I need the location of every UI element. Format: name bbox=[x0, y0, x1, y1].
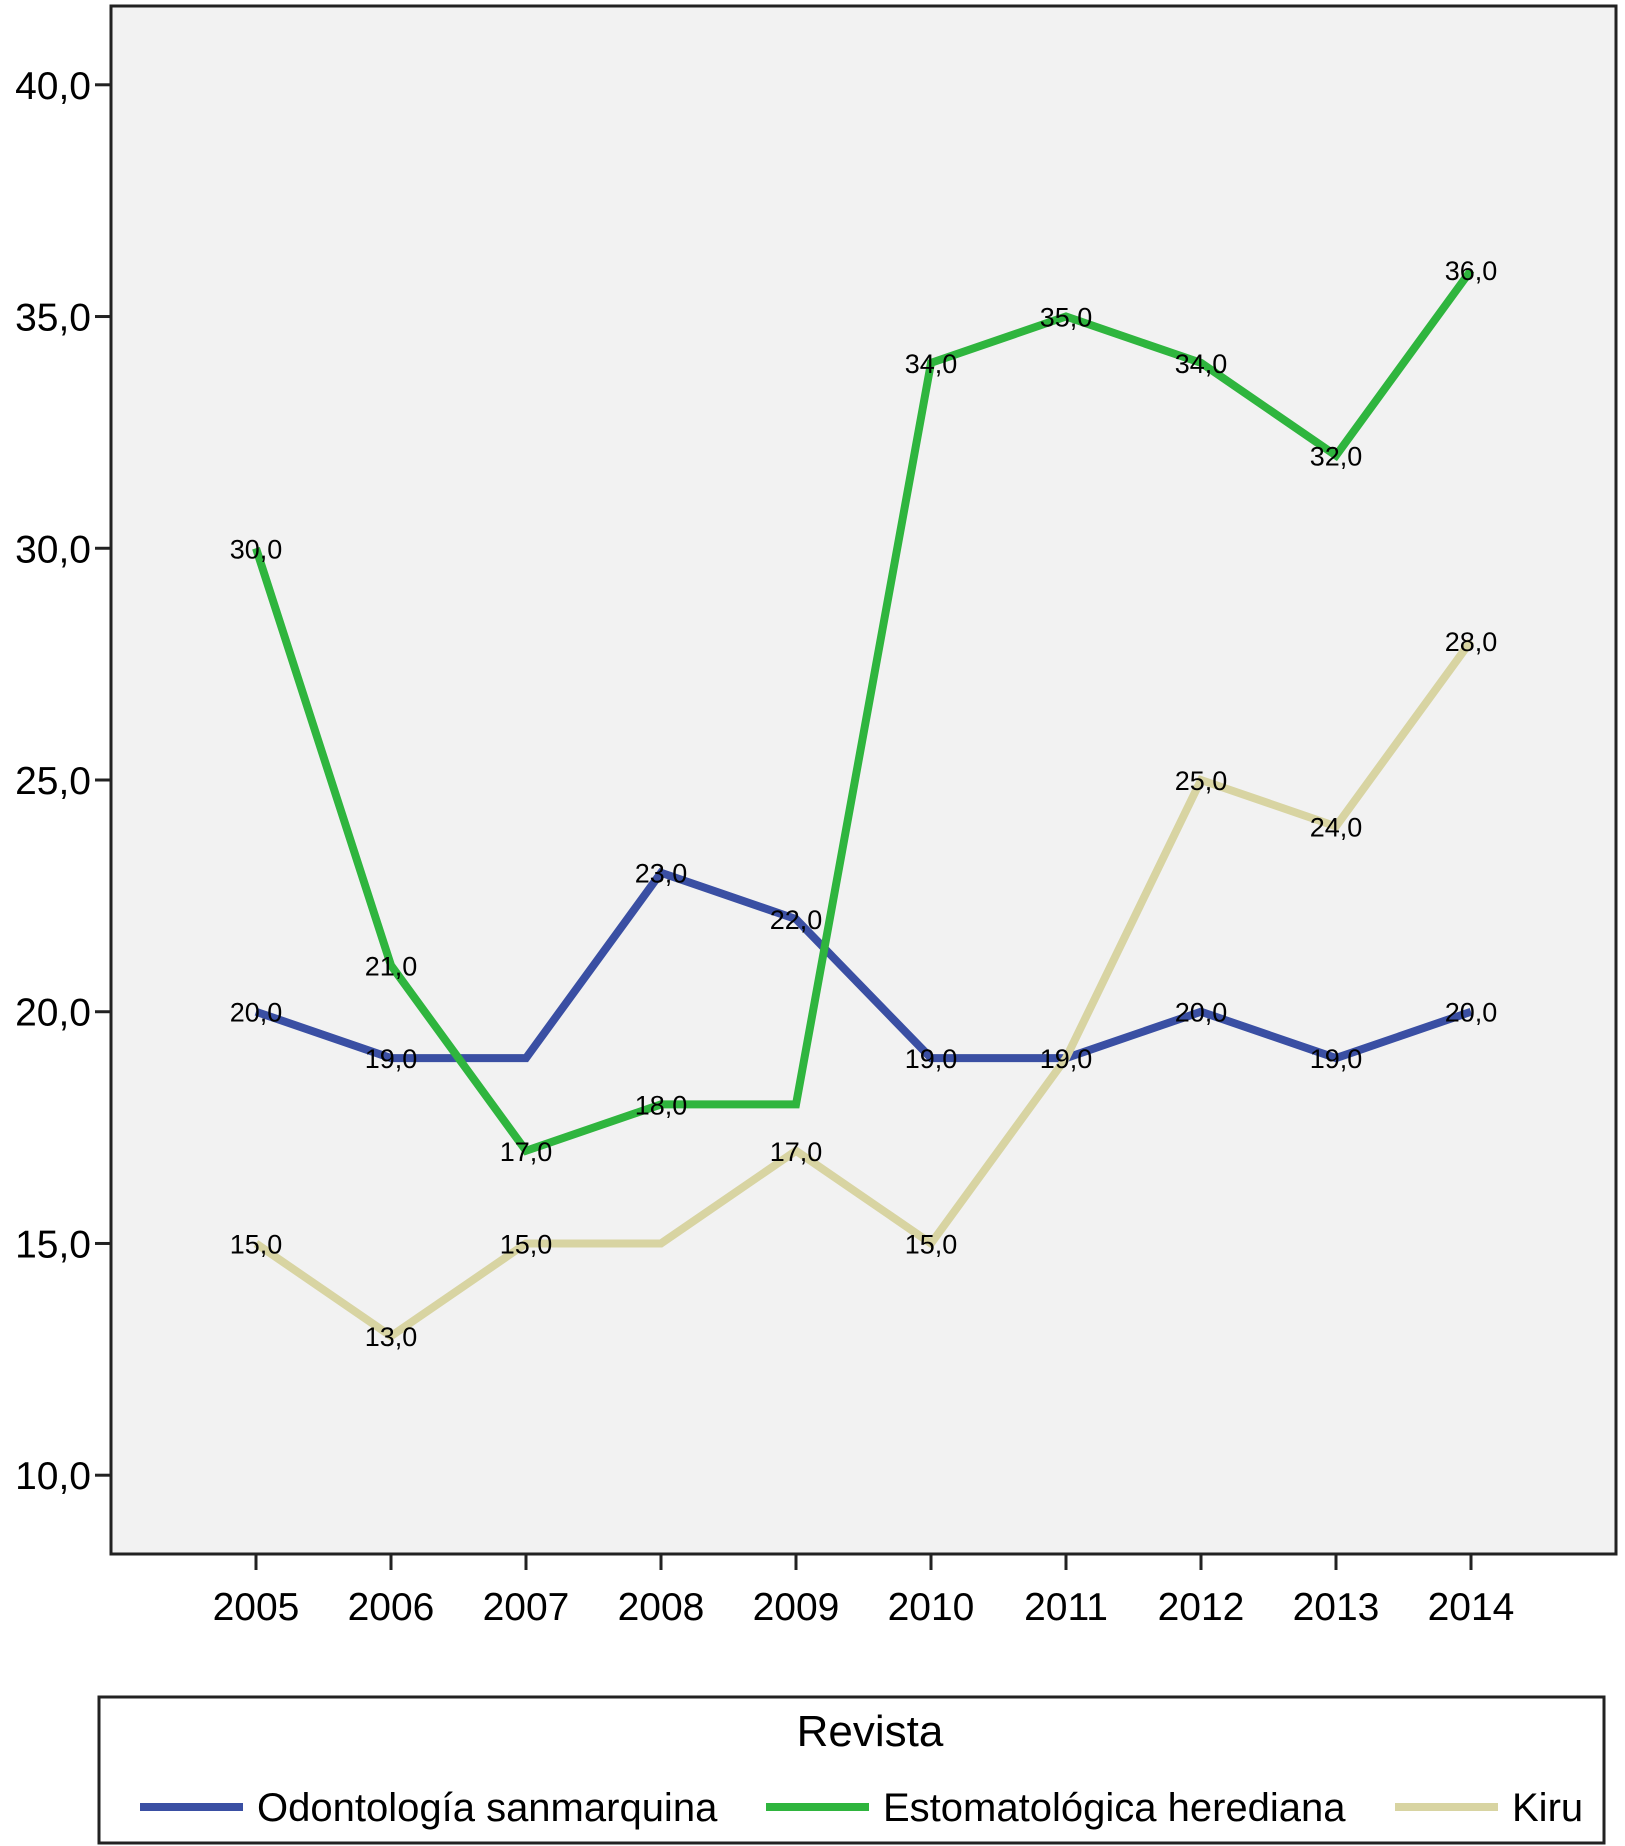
legend-box bbox=[97, 1695, 1606, 1845]
legend-title: Revista bbox=[797, 1707, 944, 1756]
x-tick-label: 2013 bbox=[1293, 1586, 1380, 1629]
data-label: 32,0 bbox=[1310, 442, 1363, 472]
legend-label: Estomatológica herediana bbox=[883, 1786, 1346, 1830]
series-line-2 bbox=[252, 267, 1475, 1156]
data-label: 15,0 bbox=[230, 1229, 283, 1259]
legend-label: Kiru bbox=[1512, 1786, 1583, 1830]
x-tick-label: 2011 bbox=[1024, 1586, 1108, 1629]
data-label: 35,0 bbox=[1040, 303, 1093, 333]
plot-area bbox=[109, 4, 1618, 1556]
data-label: 18,0 bbox=[635, 1090, 688, 1120]
y-tick-label: 15,0 bbox=[15, 1223, 91, 1266]
x-tick-label: 2006 bbox=[348, 1586, 435, 1629]
data-label: 28,0 bbox=[1445, 627, 1498, 657]
data-label: 21,0 bbox=[365, 951, 418, 981]
data-label: 19,0 bbox=[905, 1044, 958, 1074]
y-tick-label: 20,0 bbox=[15, 992, 91, 1035]
data-label: 15,0 bbox=[905, 1229, 958, 1259]
series-line-3 bbox=[253, 638, 1475, 1342]
data-label: 22,0 bbox=[770, 905, 823, 935]
x-tick-label: 2005 bbox=[213, 1586, 300, 1629]
data-label: 34,0 bbox=[1175, 349, 1228, 379]
data-label: 19,0 bbox=[1310, 1044, 1363, 1074]
y-tick-label: 10,0 bbox=[15, 1455, 91, 1498]
x-tick-label: 2009 bbox=[753, 1586, 840, 1629]
data-label: 25,0 bbox=[1175, 766, 1228, 796]
data-label: 24,0 bbox=[1310, 812, 1363, 842]
data-label: 20,0 bbox=[230, 998, 283, 1028]
y-tick-label: 35,0 bbox=[15, 297, 91, 340]
legend: Revista Odontología sanmarquina Estomatol… bbox=[97, 1695, 1606, 1845]
x-tick-label: 2012 bbox=[1158, 1586, 1245, 1629]
data-label: 13,0 bbox=[365, 1322, 418, 1352]
data-label: 17,0 bbox=[500, 1137, 553, 1167]
data-label: 15,0 bbox=[500, 1229, 553, 1259]
data-label: 19,0 bbox=[1040, 1044, 1093, 1074]
data-label: 19,0 bbox=[365, 1044, 418, 1074]
data-label: 30,0 bbox=[230, 534, 283, 564]
data-label: 34,0 bbox=[905, 349, 958, 379]
series-lines bbox=[252, 267, 1475, 1342]
legend-label: Odontología sanmarquina bbox=[257, 1786, 718, 1830]
x-axis: 2005 2006 2007 2008 2009 2010 2011 2012 2013 2014 bbox=[213, 1554, 1515, 1629]
y-axis: 10,0 15,0 20,0 25,0 30,0 35,0 40,0 bbox=[15, 65, 111, 1498]
data-label: 23,0 bbox=[635, 859, 688, 889]
legend-items: Odontología sanmarquina Estomatológica he… bbox=[140, 1786, 1583, 1830]
data-labels: 20,0 19,0 23,0 22,0 19,0 19,0 20,0 19,0 20,0 30,0… bbox=[230, 256, 1498, 1352]
y-tick-label: 40,0 bbox=[15, 65, 91, 108]
data-label: 17,0 bbox=[770, 1137, 823, 1167]
data-label: 20,0 bbox=[1445, 998, 1498, 1028]
y-tick-label: 30,0 bbox=[15, 528, 91, 571]
x-tick-label: 2014 bbox=[1428, 1586, 1515, 1629]
x-tick-label: 2007 bbox=[483, 1586, 570, 1629]
y-tick-label: 25,0 bbox=[15, 760, 91, 803]
data-label: 36,0 bbox=[1445, 256, 1498, 286]
data-label: 20,0 bbox=[1175, 998, 1228, 1028]
x-tick-label: 2010 bbox=[888, 1586, 975, 1629]
x-tick-label: 2008 bbox=[618, 1586, 705, 1629]
